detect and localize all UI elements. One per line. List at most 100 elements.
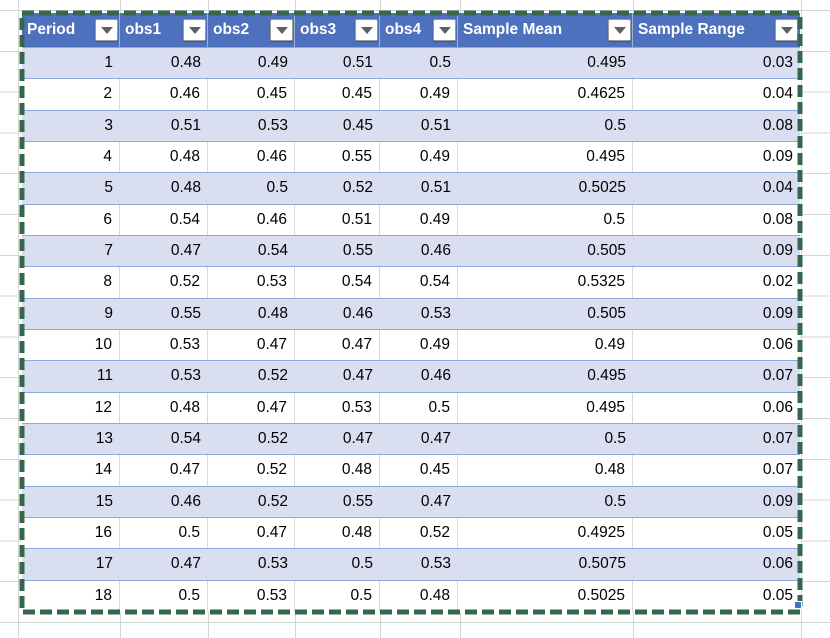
cell-value[interactable]: 0.5 xyxy=(120,580,208,612)
cell-value[interactable]: 0.07 xyxy=(762,461,793,479)
cell-value[interactable]: 0.04 xyxy=(762,179,793,197)
cell-value[interactable]: 0.52 xyxy=(257,492,288,510)
filter-button-obs2[interactable] xyxy=(270,19,293,41)
cell-value[interactable]: 0.53 xyxy=(170,367,201,385)
filter-button-obs4[interactable] xyxy=(433,19,456,41)
cell-value[interactable]: 0.48 xyxy=(295,455,380,486)
cell-value[interactable]: 0.495 xyxy=(587,54,626,72)
cell-value[interactable]: 0.48 xyxy=(170,179,201,197)
cell-value[interactable]: 0.505 xyxy=(587,242,626,260)
cell-value[interactable]: 0.03 xyxy=(762,54,793,72)
cell-value[interactable]: 0.53 xyxy=(257,555,288,573)
cell-value[interactable]: 0.4925 xyxy=(458,517,633,549)
cell-value[interactable]: 0.46 xyxy=(208,204,295,235)
cell-period[interactable]: 14 xyxy=(22,455,120,486)
cell-value[interactable]: 0.4625 xyxy=(458,79,633,110)
cell-period[interactable]: 16 xyxy=(22,517,120,549)
cell-value[interactable]: 0.09 xyxy=(762,242,793,260)
cell-value[interactable]: 0.05 xyxy=(762,587,793,605)
cell-value[interactable]: 0.48 xyxy=(257,304,288,322)
cell-period[interactable]: 6 xyxy=(22,204,120,235)
cell-value[interactable]: 0.5025 xyxy=(458,580,633,612)
cell-value[interactable]: 0.5325 xyxy=(458,267,633,298)
cell-value[interactable]: 0.5 xyxy=(604,116,626,134)
cell-value[interactable]: 0.53 xyxy=(208,580,295,612)
cell-value[interactable]: 0.45 xyxy=(295,79,380,110)
cell-value[interactable]: 0.49 xyxy=(380,79,458,110)
cell-period[interactable]: 12 xyxy=(22,392,120,423)
filter-button-sample-mean[interactable] xyxy=(608,19,631,41)
cell-value[interactable]: 0.48 xyxy=(458,455,633,486)
cell-value[interactable]: 0.09 xyxy=(762,304,793,322)
cell-value[interactable]: 0.47 xyxy=(170,555,201,573)
cell-value[interactable]: 0.55 xyxy=(295,141,380,173)
cell-value[interactable]: 0.46 xyxy=(170,492,201,510)
cell-period[interactable]: 3 xyxy=(104,116,113,134)
cell-value[interactable]: 0.54 xyxy=(257,242,288,260)
cell-value[interactable]: 0.5 xyxy=(295,580,380,612)
cell-value[interactable]: 0.5 xyxy=(458,204,633,235)
cell-value[interactable]: 0.06 xyxy=(762,398,793,416)
column-header-obs3[interactable]: obs3 xyxy=(295,13,380,47)
cell-value[interactable]: 0.46 xyxy=(420,367,451,385)
cell-value[interactable]: 0.52 xyxy=(342,179,373,197)
cell-value[interactable]: 0.47 xyxy=(420,492,451,510)
cell-value[interactable]: 0.08 xyxy=(762,116,793,134)
cell-value[interactable]: 0.52 xyxy=(380,517,458,549)
cell-value[interactable]: 0.52 xyxy=(208,455,295,486)
cell-value[interactable]: 0.51 xyxy=(170,116,201,134)
cell-value[interactable]: 0.51 xyxy=(420,179,451,197)
cell-value[interactable]: 0.53 xyxy=(420,304,451,322)
cell-value[interactable]: 0.5 xyxy=(266,179,288,197)
cell-value[interactable]: 0.54 xyxy=(120,204,208,235)
cell-value[interactable]: 0.5 xyxy=(351,555,373,573)
column-header-obs2[interactable]: obs2 xyxy=(208,13,295,47)
cell-value[interactable]: 0.45 xyxy=(208,79,295,110)
column-header-sample-range[interactable]: Sample Range xyxy=(633,13,800,47)
cell-period[interactable]: 2 xyxy=(22,79,120,110)
cell-value[interactable]: 0.49 xyxy=(458,329,633,361)
cell-value[interactable]: 0.06 xyxy=(762,555,793,573)
cell-value[interactable]: 0.02 xyxy=(762,273,793,291)
cell-value[interactable]: 0.45 xyxy=(342,116,373,134)
cell-value[interactable]: 0.46 xyxy=(420,242,451,260)
cell-value[interactable]: 0.5 xyxy=(120,517,208,549)
cell-period[interactable]: 15 xyxy=(95,492,113,510)
cell-value[interactable]: 0.46 xyxy=(342,304,373,322)
filter-button-obs1[interactable] xyxy=(183,19,206,41)
cell-value[interactable]: 0.54 xyxy=(295,267,380,298)
cell-value[interactable]: 0.495 xyxy=(587,367,626,385)
cell-period[interactable]: 10 xyxy=(22,329,120,361)
cell-value[interactable]: 0.49 xyxy=(257,54,288,72)
cell-value[interactable]: 0.52 xyxy=(257,367,288,385)
cell-value[interactable]: 0.47 xyxy=(208,329,295,361)
cell-value[interactable]: 0.53 xyxy=(295,392,380,423)
cell-value[interactable]: 0.48 xyxy=(295,517,380,549)
cell-value[interactable]: 0.45 xyxy=(380,455,458,486)
cell-value[interactable]: 0.49 xyxy=(380,141,458,173)
cell-value[interactable]: 0.55 xyxy=(342,492,373,510)
cell-value[interactable]: 0.47 xyxy=(208,392,295,423)
cell-value[interactable]: 0.54 xyxy=(170,430,201,448)
cell-value[interactable]: 0.53 xyxy=(257,116,288,134)
cell-value[interactable]: 0.51 xyxy=(295,204,380,235)
cell-period[interactable]: 18 xyxy=(22,580,120,612)
cell-value[interactable]: 0.46 xyxy=(120,79,208,110)
cell-value[interactable]: 0.09 xyxy=(762,492,793,510)
cell-value[interactable]: 0.55 xyxy=(342,242,373,260)
cell-period[interactable]: 13 xyxy=(95,430,113,448)
filter-button-obs3[interactable] xyxy=(355,19,378,41)
cell-value[interactable]: 0.5025 xyxy=(578,179,626,197)
cell-period[interactable]: 7 xyxy=(104,242,113,260)
filter-button-sample-range[interactable] xyxy=(775,19,798,41)
cell-value[interactable]: 0.51 xyxy=(342,54,373,72)
cell-value[interactable]: 0.47 xyxy=(170,242,201,260)
cell-value[interactable]: 0.07 xyxy=(762,430,793,448)
cell-value[interactable]: 0.48 xyxy=(120,141,208,173)
cell-value[interactable]: 0.47 xyxy=(120,455,208,486)
cell-value[interactable]: 0.48 xyxy=(380,580,458,612)
cell-value[interactable]: 0.51 xyxy=(420,116,451,134)
cell-value[interactable]: 0.09 xyxy=(762,148,793,166)
cell-value[interactable]: 0.47 xyxy=(342,430,373,448)
cell-value[interactable]: 0.47 xyxy=(295,329,380,361)
